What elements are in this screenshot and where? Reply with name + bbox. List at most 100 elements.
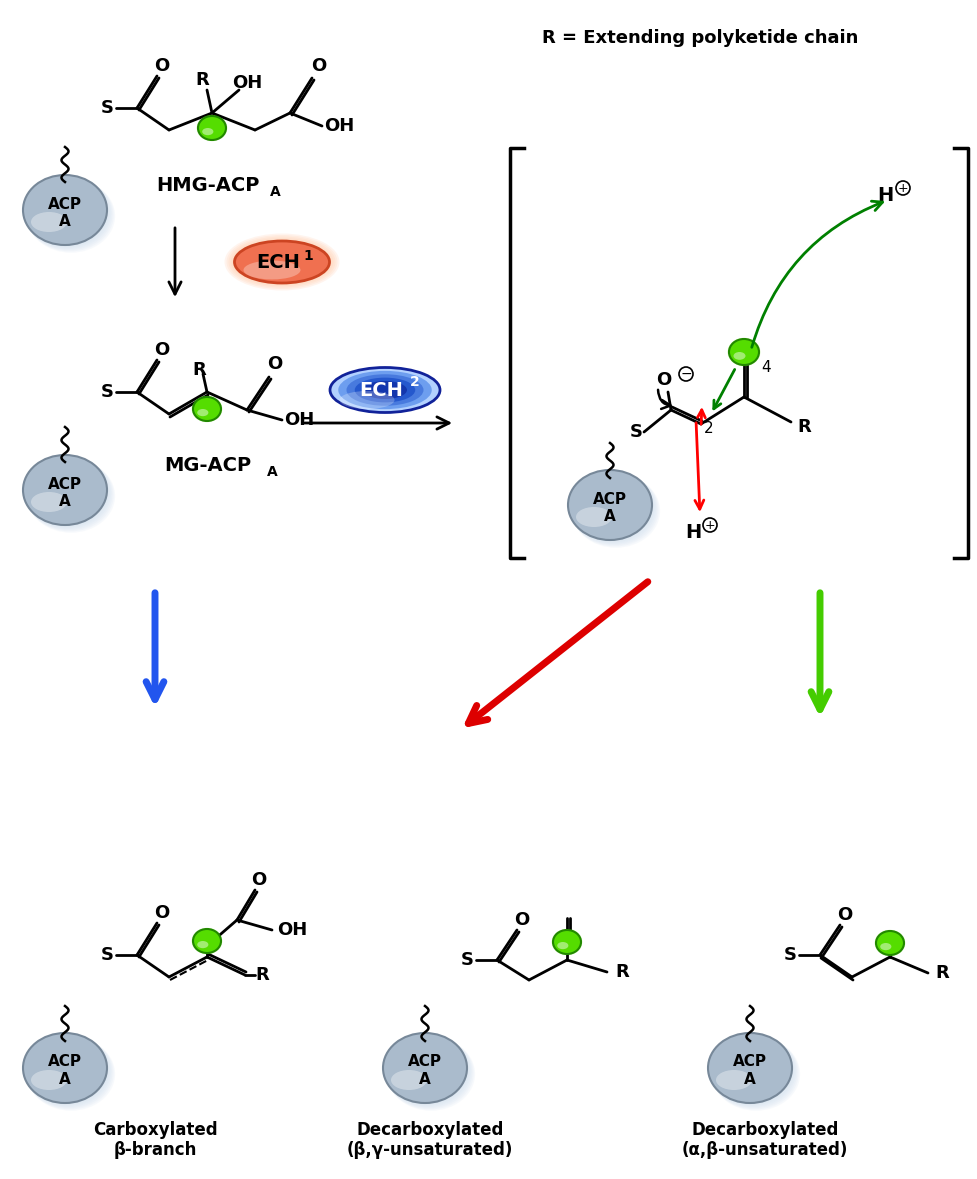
Ellipse shape — [26, 1036, 113, 1109]
Text: R: R — [195, 71, 209, 88]
Text: ACP: ACP — [48, 197, 82, 211]
Ellipse shape — [384, 1034, 469, 1106]
Text: A: A — [419, 1072, 431, 1087]
Ellipse shape — [715, 1071, 751, 1091]
Text: O: O — [154, 341, 169, 358]
Ellipse shape — [874, 930, 904, 956]
Ellipse shape — [197, 941, 208, 948]
Ellipse shape — [196, 116, 227, 141]
Ellipse shape — [879, 943, 890, 950]
Ellipse shape — [346, 374, 423, 406]
Ellipse shape — [24, 1034, 109, 1106]
Ellipse shape — [355, 377, 415, 402]
Circle shape — [702, 518, 716, 532]
Ellipse shape — [227, 235, 337, 289]
Ellipse shape — [569, 472, 654, 542]
Ellipse shape — [874, 930, 904, 955]
Ellipse shape — [23, 456, 108, 526]
Text: Decarboxylated
(β,γ-unsaturated): Decarboxylated (β,γ-unsaturated) — [347, 1120, 513, 1159]
Ellipse shape — [192, 928, 222, 954]
Ellipse shape — [570, 472, 656, 544]
Ellipse shape — [197, 116, 226, 140]
Ellipse shape — [710, 1036, 798, 1109]
Text: OH: OH — [232, 74, 262, 92]
Text: OH: OH — [323, 117, 354, 136]
Ellipse shape — [727, 337, 760, 367]
Ellipse shape — [708, 1034, 792, 1105]
Ellipse shape — [191, 396, 222, 422]
Ellipse shape — [711, 1038, 799, 1111]
Ellipse shape — [23, 174, 106, 245]
Text: +: + — [704, 519, 714, 532]
Text: A: A — [743, 1072, 755, 1087]
Ellipse shape — [27, 1038, 115, 1111]
Ellipse shape — [197, 409, 208, 416]
Ellipse shape — [191, 928, 222, 954]
Ellipse shape — [27, 460, 115, 533]
Text: 4: 4 — [760, 360, 770, 375]
Ellipse shape — [27, 179, 115, 252]
Text: O: O — [514, 911, 530, 929]
Ellipse shape — [31, 212, 67, 232]
Ellipse shape — [234, 241, 329, 283]
Text: S: S — [101, 946, 113, 964]
Ellipse shape — [873, 930, 905, 956]
Text: ACP: ACP — [592, 492, 626, 507]
Text: 2: 2 — [703, 421, 713, 435]
Ellipse shape — [233, 239, 331, 284]
Text: R: R — [934, 964, 948, 982]
Ellipse shape — [196, 114, 228, 141]
Ellipse shape — [192, 929, 221, 953]
Ellipse shape — [191, 396, 222, 422]
Ellipse shape — [192, 397, 221, 421]
Ellipse shape — [385, 1036, 472, 1108]
Text: O: O — [267, 355, 282, 373]
Ellipse shape — [24, 177, 109, 248]
Text: S: S — [629, 423, 642, 441]
Text: 1: 1 — [303, 249, 313, 263]
Ellipse shape — [23, 455, 106, 525]
Text: Carboxylated
β-branch: Carboxylated β-branch — [93, 1120, 217, 1159]
Text: O: O — [154, 904, 169, 922]
Ellipse shape — [575, 507, 612, 527]
Ellipse shape — [202, 129, 213, 136]
Text: ACP: ACP — [48, 1054, 82, 1069]
Ellipse shape — [710, 1036, 796, 1108]
Ellipse shape — [707, 1033, 791, 1104]
Ellipse shape — [572, 474, 659, 548]
Ellipse shape — [329, 368, 440, 413]
Circle shape — [895, 182, 909, 195]
Ellipse shape — [383, 1033, 467, 1104]
Text: 2: 2 — [409, 375, 419, 389]
Text: A: A — [267, 465, 277, 479]
Text: ECH: ECH — [359, 381, 403, 400]
Ellipse shape — [192, 929, 221, 954]
Text: −: − — [679, 367, 691, 381]
Ellipse shape — [874, 930, 904, 956]
Text: OH: OH — [276, 921, 307, 938]
Ellipse shape — [568, 470, 653, 541]
Text: S: S — [101, 383, 113, 401]
Text: ACP: ACP — [48, 476, 82, 492]
Ellipse shape — [231, 238, 333, 286]
Text: O: O — [836, 905, 852, 924]
Text: A: A — [270, 185, 280, 199]
Ellipse shape — [25, 457, 111, 529]
Text: H: H — [684, 522, 701, 541]
Text: S: S — [783, 946, 795, 964]
Text: ECH: ECH — [256, 252, 300, 271]
Text: S: S — [101, 99, 113, 117]
Ellipse shape — [362, 381, 406, 399]
Ellipse shape — [197, 116, 226, 140]
Ellipse shape — [197, 116, 227, 140]
Ellipse shape — [24, 456, 109, 527]
Text: MG-ACP: MG-ACP — [164, 455, 251, 474]
Text: S: S — [460, 951, 473, 969]
Ellipse shape — [551, 929, 581, 955]
Ellipse shape — [552, 929, 581, 955]
Text: A: A — [59, 213, 70, 229]
Ellipse shape — [338, 371, 431, 409]
Ellipse shape — [339, 391, 394, 409]
Ellipse shape — [25, 178, 112, 250]
Ellipse shape — [25, 177, 111, 249]
